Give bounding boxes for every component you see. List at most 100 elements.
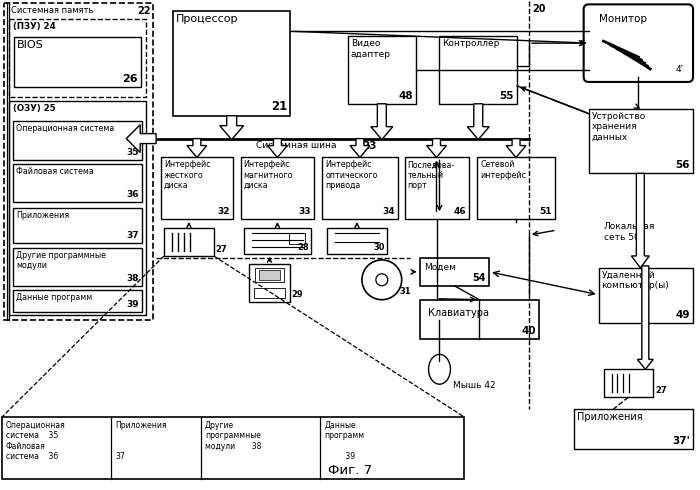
Text: 46: 46: [454, 207, 466, 216]
Text: Мышь 42: Мышь 42: [454, 381, 496, 390]
Polygon shape: [631, 173, 650, 268]
Bar: [327, 228, 387, 254]
Polygon shape: [126, 124, 156, 152]
Bar: [574, 409, 693, 449]
Bar: [4, 3, 153, 319]
Bar: [13, 248, 142, 286]
Bar: [419, 258, 489, 286]
Bar: [477, 157, 555, 219]
Text: Последова-
тельный
порт: Последова- тельный порт: [407, 161, 455, 190]
Text: 23: 23: [362, 141, 377, 150]
Polygon shape: [426, 139, 447, 157]
Text: 49: 49: [676, 310, 690, 319]
Bar: [405, 157, 469, 219]
Text: Другие программные
модули: Другие программные модули: [16, 251, 106, 270]
Text: 30: 30: [373, 243, 385, 252]
Bar: [248, 264, 290, 302]
Bar: [164, 228, 214, 256]
Text: 39: 39: [127, 300, 139, 309]
Text: 38: 38: [127, 274, 139, 283]
Text: Видео
адаптер: Видео адаптер: [351, 39, 391, 59]
Text: Локальная
сеть 50: Локальная сеть 50: [603, 222, 655, 242]
Bar: [13, 208, 142, 243]
Bar: [9, 101, 146, 315]
Text: Системная память: Системная память: [11, 6, 93, 15]
Text: Интерфейс
оптического
привода: Интерфейс оптического привода: [325, 161, 377, 190]
Bar: [603, 369, 653, 397]
Text: 27: 27: [655, 386, 667, 395]
FancyBboxPatch shape: [584, 4, 693, 82]
Text: Данные
программ

         39: Данные программ 39: [324, 421, 364, 461]
Polygon shape: [350, 139, 370, 157]
Text: Приложения: Приложения: [16, 211, 69, 220]
Text: BIOS: BIOS: [17, 40, 43, 50]
Text: 4': 4': [676, 65, 684, 74]
Text: 33: 33: [299, 207, 312, 216]
Text: Операционная система: Операционная система: [16, 123, 114, 133]
Text: Приложения: Приложения: [577, 412, 643, 422]
Polygon shape: [371, 104, 393, 140]
Text: 27: 27: [216, 245, 228, 254]
Text: Клавиатура: Клавиатура: [428, 308, 489, 318]
Text: 51: 51: [539, 207, 552, 216]
Text: Процессор: Процессор: [176, 14, 239, 24]
Text: Модем: Модем: [425, 263, 456, 272]
Polygon shape: [506, 139, 526, 157]
Text: 54: 54: [473, 273, 486, 283]
Text: 40: 40: [522, 326, 536, 337]
Text: 56: 56: [676, 160, 690, 171]
Text: Другие
программные
модули       38: Другие программные модули 38: [205, 421, 261, 451]
Polygon shape: [638, 266, 653, 369]
Bar: [13, 121, 142, 161]
Bar: [244, 228, 312, 254]
Text: Данные программ: Данные программ: [16, 293, 92, 302]
Bar: [440, 36, 517, 104]
Text: 34: 34: [382, 207, 395, 216]
Bar: [161, 157, 232, 219]
Text: 26: 26: [122, 74, 138, 84]
Polygon shape: [267, 139, 288, 157]
Bar: [241, 157, 314, 219]
Bar: [14, 37, 141, 87]
Polygon shape: [468, 104, 489, 140]
Bar: [598, 268, 693, 322]
Text: 35: 35: [127, 148, 139, 157]
Text: (ПЗУ) 24: (ПЗУ) 24: [13, 22, 56, 31]
Bar: [2, 417, 464, 479]
Text: Фиг. 7: Фиг. 7: [328, 464, 372, 477]
Bar: [419, 300, 539, 340]
Text: 20: 20: [532, 4, 545, 14]
Text: 32: 32: [217, 207, 230, 216]
Bar: [322, 157, 398, 219]
Text: 31: 31: [400, 287, 412, 295]
Text: Монитор: Монитор: [598, 14, 647, 24]
Text: Удаленный
компьютер(ы): Удаленный компьютер(ы): [601, 271, 669, 290]
Text: Контроллер: Контроллер: [442, 39, 500, 48]
Text: 48: 48: [398, 91, 412, 101]
Bar: [255, 268, 284, 282]
Text: 28: 28: [298, 243, 309, 252]
Bar: [348, 36, 416, 104]
Bar: [9, 19, 146, 97]
Text: 29: 29: [291, 290, 303, 299]
Text: Сетевой
интерфейс: Сетевой интерфейс: [480, 161, 526, 180]
Bar: [13, 290, 142, 312]
Text: Интерфейс
жесткого
диска: Интерфейс жесткого диска: [164, 161, 211, 190]
Polygon shape: [220, 116, 244, 140]
Text: Системная шина: Системная шина: [256, 141, 336, 149]
Bar: [173, 11, 290, 116]
Text: 37': 37': [672, 436, 690, 446]
Text: 22: 22: [138, 6, 151, 16]
Bar: [253, 288, 286, 298]
Text: 37: 37: [127, 231, 139, 240]
Text: Файловая система: Файловая система: [16, 168, 94, 176]
Bar: [13, 165, 142, 202]
Bar: [258, 270, 281, 280]
Text: 36: 36: [127, 190, 139, 199]
Text: Приложения


37: Приложения 37: [116, 421, 167, 461]
Bar: [289, 233, 305, 244]
Text: Устройство
хранения
данных: Устройство хранения данных: [592, 112, 646, 142]
Text: 21: 21: [271, 100, 288, 113]
Text: 55: 55: [500, 91, 514, 101]
Bar: [589, 109, 693, 173]
